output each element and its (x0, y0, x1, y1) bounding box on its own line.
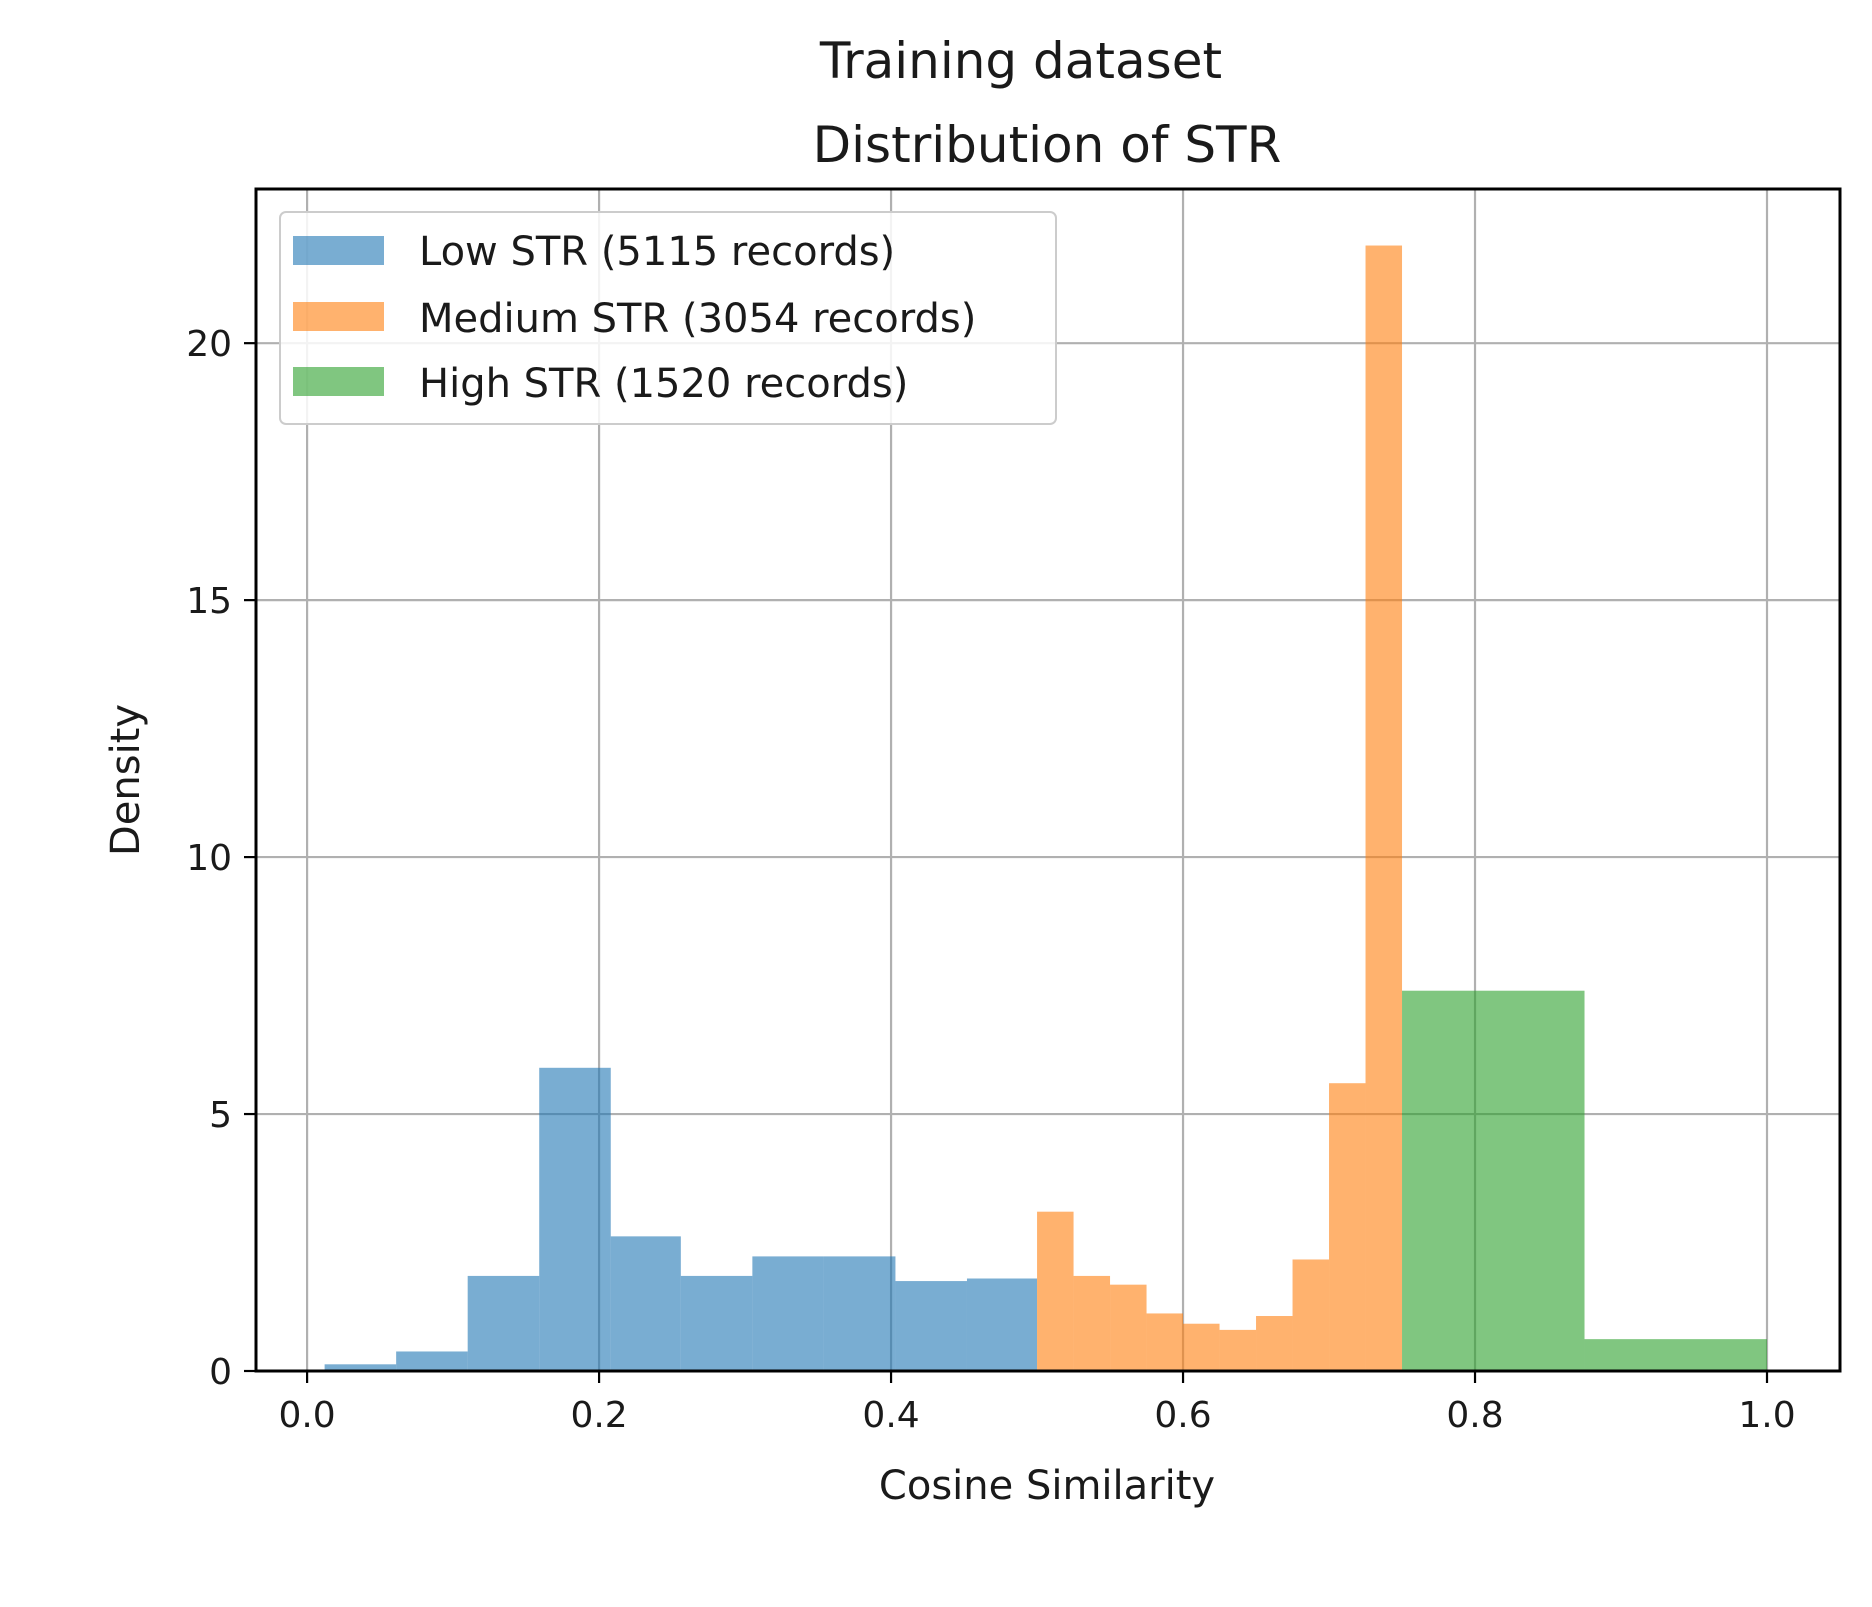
y-tick-label: 0 (209, 1352, 232, 1393)
plot-frame (254, 187, 1842, 1373)
histogram-bar-medium-str (1037, 1211, 1074, 1371)
legend-box (279, 211, 1057, 425)
y-tick-label: 15 (186, 581, 232, 622)
histogram-bar-low-str (324, 1364, 397, 1371)
x-tick-label: 0.0 (278, 1395, 335, 1436)
x-axis-label: Cosine Similarity (879, 1463, 1215, 1509)
histogram-bar-medium-str (1073, 1275, 1111, 1371)
histogram-bar-medium-str (1256, 1316, 1293, 1371)
histogram-bar-low-str (539, 1067, 611, 1371)
histogram-bar-low-str (610, 1236, 681, 1371)
legend-label-low-str: Low STR (5115 records) (419, 229, 895, 275)
histogram-bar-medium-str (1292, 1259, 1330, 1371)
histogram-bar-medium-str (1329, 1083, 1366, 1371)
legend: Low STR (5115 records) Medium STR (3054 … (279, 211, 1057, 425)
x-tick-label: 1.0 (1738, 1395, 1795, 1436)
legend-swatch-low-str (293, 236, 384, 265)
histogram-bar-low-str (467, 1275, 540, 1371)
histogram-bar-low-str (895, 1281, 967, 1371)
histogram-bars (324, 245, 1768, 1372)
histogram-bar-low-str (966, 1278, 1038, 1371)
histogram-bar-medium-str (1365, 245, 1403, 1372)
histogram-bar-medium-str (1110, 1284, 1147, 1371)
chart-subtitle: Distribution of STR (813, 116, 1282, 174)
histogram-bar-low-str (752, 1256, 824, 1371)
legend-swatch-high-str (293, 367, 384, 396)
histogram-bar-low-str (823, 1256, 896, 1371)
y-tick-label: 5 (209, 1095, 232, 1136)
histogram-bar-medium-str (1146, 1313, 1184, 1371)
y-axis-label: Density (103, 704, 149, 856)
histogram-bar-high-str (1402, 990, 1585, 1371)
y-tick-label: 10 (186, 838, 232, 879)
x-tick-label: 0.4 (862, 1395, 919, 1436)
histogram-bar-low-str (680, 1275, 753, 1371)
axis-ticks: 0.0 0.2 0.4 0.6 0.8 1.0 0 5 10 15 20 (186, 324, 1795, 1436)
chart-title: Training dataset (819, 32, 1222, 90)
legend-label-medium-str: Medium STR (3054 records) (419, 296, 976, 342)
x-tick-label: 0.2 (570, 1395, 627, 1436)
histogram-bar-medium-str (1219, 1329, 1257, 1371)
histogram-bar-low-str (396, 1351, 468, 1371)
x-tick-label: 0.6 (1154, 1395, 1211, 1436)
histogram-bar-high-str (1584, 1339, 1768, 1371)
y-tick-label: 20 (186, 324, 232, 365)
legend-swatch-medium-str (293, 302, 384, 331)
histogram-bar-medium-str (1183, 1323, 1220, 1371)
x-tick-label: 0.8 (1446, 1395, 1503, 1436)
legend-label-high-str: High STR (1520 records) (419, 361, 908, 407)
